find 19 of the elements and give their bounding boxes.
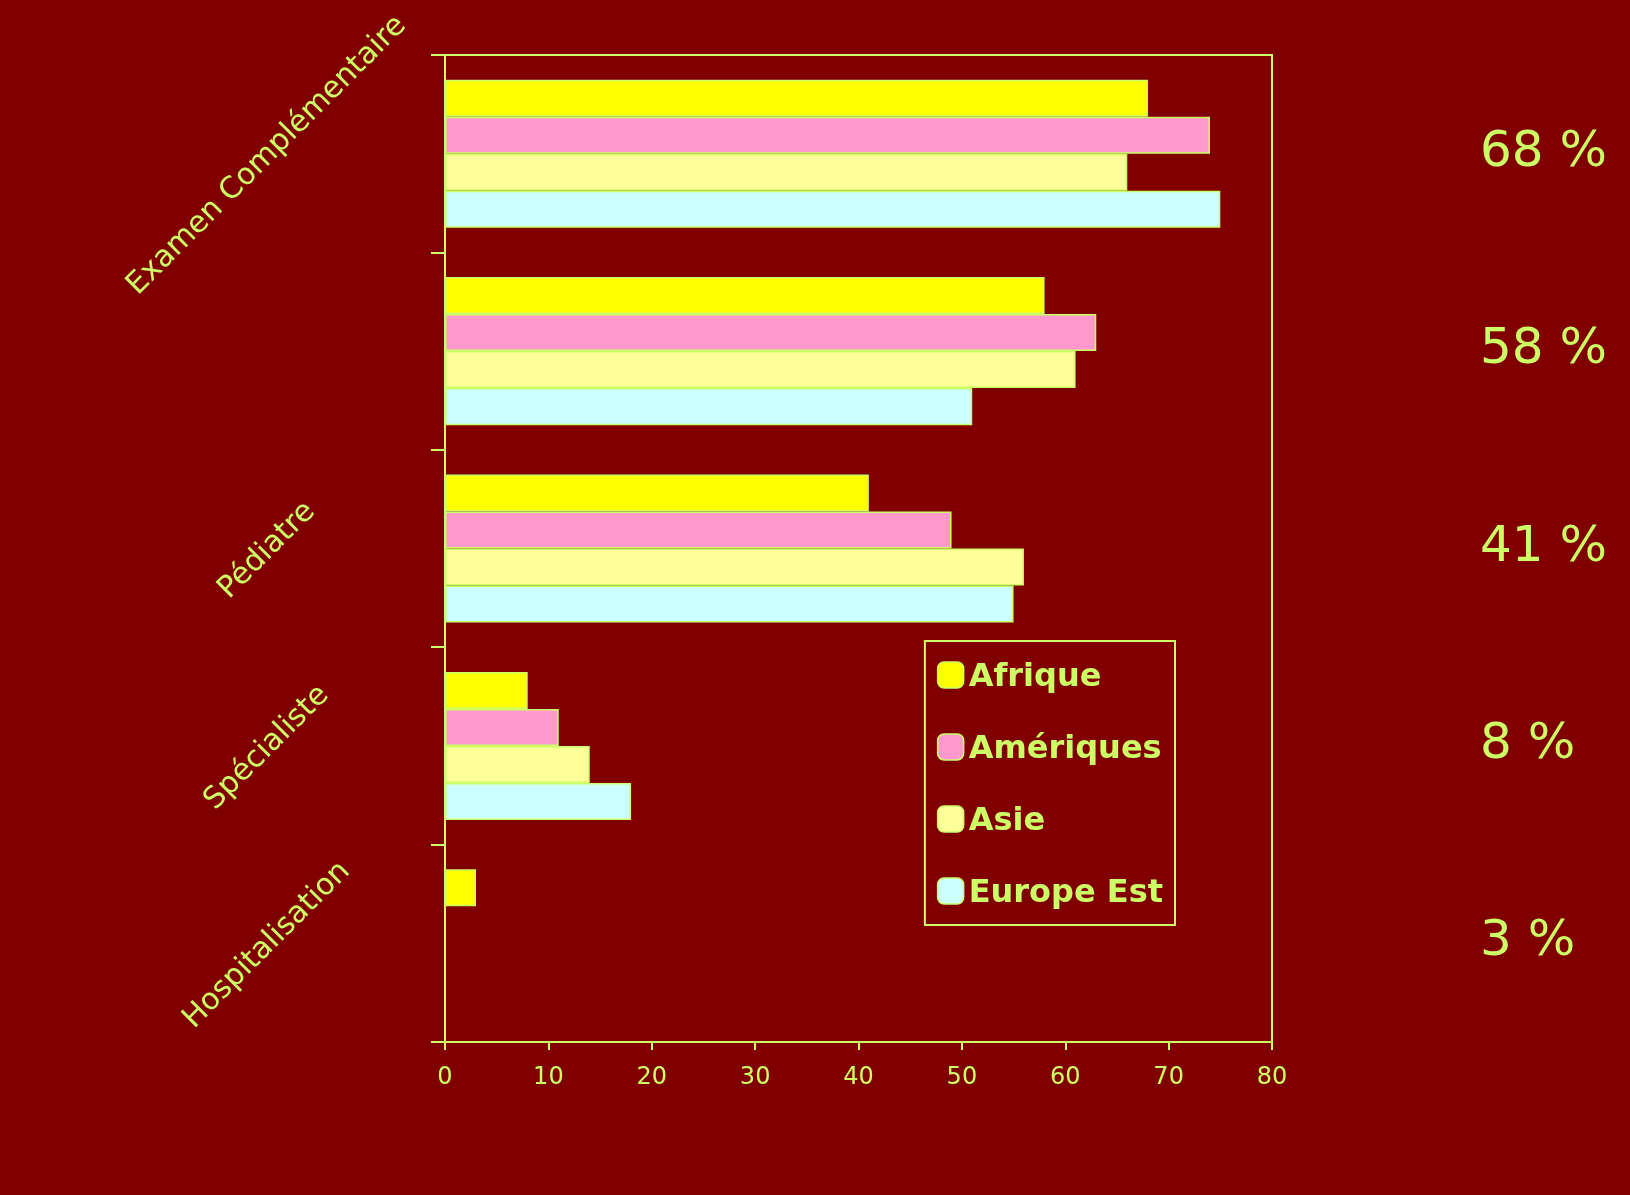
x-tick-label: 40 [843, 1062, 874, 1090]
text: 3 % [1480, 909, 1576, 968]
text: 8 % [1480, 711, 1576, 770]
x-tick-label: 70 [1153, 1062, 1184, 1090]
text: 68 % [1480, 119, 1608, 178]
x-tick-label: 60 [1049, 1062, 1081, 1090]
legend-label: Asie [968, 800, 1046, 838]
legend-label: Europe Est [968, 872, 1163, 910]
legend-label: Afrique [968, 656, 1102, 694]
text: 58 % [1480, 317, 1608, 376]
x-tick-label: 50 [946, 1062, 978, 1090]
bar [445, 869, 477, 907]
x-tick-label: 20 [636, 1062, 668, 1090]
x-tick-label: 10 [533, 1062, 564, 1090]
x-tick-label: 80 [1256, 1062, 1288, 1090]
text: 41 % [1480, 514, 1608, 573]
x-tick-label: 30 [739, 1062, 771, 1090]
legend-label: Amériques [968, 728, 1162, 766]
x-tick-label: 0 [437, 1062, 453, 1090]
